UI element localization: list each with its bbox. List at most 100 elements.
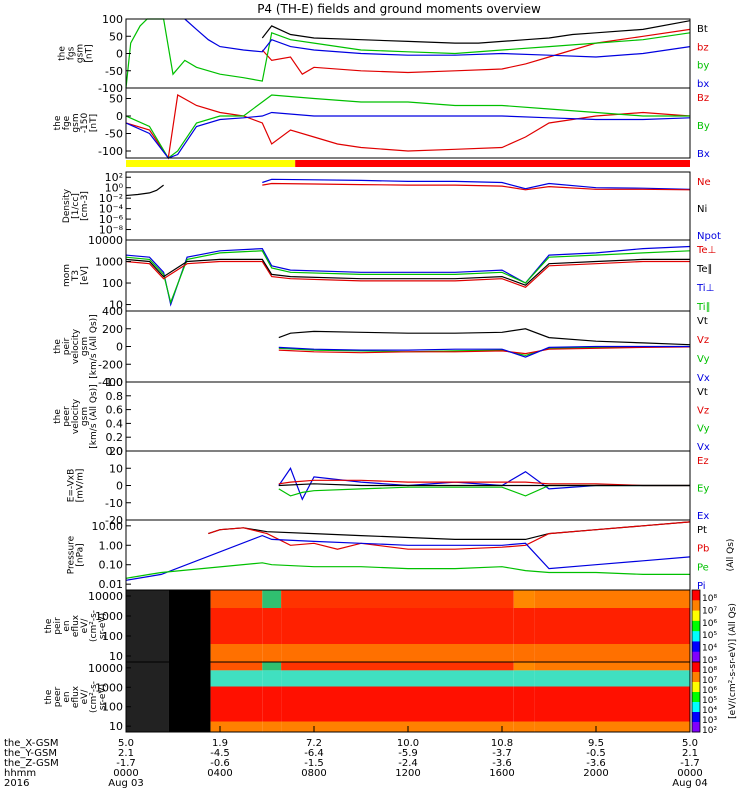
peir_velocity-series-Vt	[278, 328, 691, 346]
fgs-series-bx	[184, 18, 691, 58]
density-frame	[125, 171, 691, 241]
peer_spectrogram-colorbar-tick: 10⁴	[702, 706, 717, 716]
peer_velocity-ylabel-line: velocity	[71, 398, 81, 434]
peer_velocity-legend-Vt: Vt	[697, 387, 708, 398]
orbit-row-value: -0.5	[586, 748, 606, 759]
peir_spectrogram-block-3-0	[262, 590, 282, 608]
peir_spectrogram-block-6-2	[534, 644, 690, 662]
peir_spectrogram-colorbar-seg-0	[692, 590, 700, 601]
temperature-tick-label: 100	[102, 277, 123, 290]
pressure-ylabel-line: Pressure	[67, 535, 77, 574]
efield-tick-label: -10	[105, 497, 123, 510]
panel-fgs: Bt bz by bx 100 50 0 -50 -100 the fgs gsm [nT]	[58, 13, 710, 95]
peer_spectrogram-block-6-1	[534, 670, 690, 687]
peer_spectrogram-block-3-3	[262, 721, 282, 732]
pressure-legend-Pt: Pt	[697, 525, 707, 536]
orbit-row-value: Aug 04	[672, 778, 707, 789]
peir_spectrogram-tick-label: 10	[109, 650, 123, 663]
peir_spectrogram-block-4-0	[281, 590, 514, 608]
orbit-row-value: 10.8	[491, 738, 513, 749]
peer_spectrogram-colorbar-tick: 10³	[702, 716, 717, 726]
orbit-row-value: 0000	[113, 768, 138, 779]
orbit-row-value: 0800	[301, 768, 326, 779]
peer_spectrogram-ylabel-line: eV/	[80, 689, 90, 705]
pressure-side-label: (All Qs)	[726, 539, 736, 572]
pressure-legend-Pe: Pe	[697, 562, 709, 573]
orbit-row-value: -2.4	[398, 758, 418, 769]
pressure-ylabel: Pressure [nPa]	[67, 535, 86, 574]
peer_spectrogram-block-4-0	[281, 662, 514, 671]
temperature-ylabel-line: T3	[71, 270, 81, 282]
peir_spectrogram-block-1	[168, 590, 211, 662]
panel-efield: Ez Ey Ex 20 10 0 -10 -20 E=-VxB [mV/m]	[67, 445, 710, 527]
peir_spectrogram-colorbar-seg-4	[692, 631, 700, 642]
peir_spectrogram-block-6-0	[534, 590, 690, 608]
orbit-row-value: 0400	[207, 768, 232, 779]
fge-legend-By: By	[697, 121, 710, 132]
peer_spectrogram-colorbar-seg-3	[692, 692, 700, 703]
peer_velocity-legend-Vx: Vx	[697, 442, 710, 453]
efield-legend-Ey: Ey	[697, 484, 709, 495]
density-legend-Ni: Ni	[697, 204, 707, 215]
peer_spectrogram-tick-label: 10	[109, 720, 123, 733]
fge-ylabel: the fge gsm -150 [nT]	[53, 113, 99, 134]
peer_spectrogram-ylabel-line: eflux	[71, 685, 81, 708]
fgs-ylabel-line: the	[58, 46, 68, 61]
peir_velocity-ylabel-line: [km/s (All Qs)]	[89, 314, 99, 378]
peer_spectrogram-colorbar-seg-1	[692, 672, 700, 683]
peer_velocity-ylabel-line: the	[53, 409, 63, 424]
peer_spectrogram-colorbar-seg-6	[692, 722, 700, 733]
peir_velocity-legend-Vx: Vx	[697, 373, 710, 384]
peir_spectrogram-colorbar-seg-6	[692, 651, 700, 663]
fgs-legend-Bt: Bt	[697, 24, 708, 35]
peer_spectrogram-block-0	[126, 662, 169, 732]
fgs-tick-label: -100	[98, 82, 123, 95]
peir_velocity-tick-label: 0	[116, 341, 123, 354]
peir_spectrogram-ylabel-line: en	[62, 620, 72, 631]
pressure-series-Pe	[125, 562, 690, 579]
peer_spectrogram-block-2-3	[210, 721, 263, 732]
peer_spectrogram-tick-label: 100	[102, 701, 123, 714]
temperature-ylabel-line: mom	[62, 264, 72, 287]
mode-bar-red	[295, 160, 690, 167]
peer_spectrogram-block-5-1	[513, 670, 535, 687]
orbit-row-value: 7.2	[306, 738, 322, 749]
peer_spectrogram-colorbar-tick: 10⁸	[702, 666, 717, 676]
orbit-row-value: -3.7	[492, 748, 512, 759]
pressure-ylabel-line: [nPa]	[76, 543, 86, 566]
colorbar-label-text: [eV/(cm²-s-sr-eV)] (All Qs)	[728, 603, 738, 719]
pressure-tick-label: 0.10	[99, 559, 124, 572]
orbit-row-label-4: 2016	[4, 778, 29, 789]
pressure-side-label-text: (All Qs)	[726, 539, 736, 572]
peir_spectrogram-colorbar-tick: 10³	[702, 656, 717, 666]
panel-fge: Bz By Bx 50 0 -50 -100 the fge gsm -150 [nT]	[53, 87, 710, 160]
orbit-row-value: 9.5	[588, 738, 604, 749]
pressure-series-Pb	[208, 521, 691, 550]
temperature-tick-label: 10000	[88, 234, 123, 247]
pressure-series-Pi	[125, 534, 691, 581]
peer_spectrogram-ylabel-line: en	[62, 691, 72, 702]
pressure-tick-label: 10.00	[92, 520, 124, 533]
temperature-series-Te⊥	[125, 260, 690, 288]
peer_spectrogram-block-1	[168, 662, 211, 732]
fgs-tick-label: 0	[116, 48, 123, 61]
peir_spectrogram-ylabel: the peir en eflux eV/(cm²-s-sr-eV)	[44, 610, 108, 642]
peer_spectrogram-colorbar-seg-0	[692, 662, 700, 673]
peer_spectrogram-block-5-3	[513, 721, 535, 732]
orbit-row-value: 2000	[583, 768, 608, 779]
fge-tick-label: -100	[98, 145, 123, 158]
density-series-Ni	[125, 184, 164, 197]
density-ylabel-line: Density	[62, 188, 72, 223]
peer_velocity-legend-Vy: Vy	[697, 424, 710, 435]
peir_velocity-tick-label: 400	[102, 305, 123, 318]
peer_spectrogram-block-6-2	[534, 686, 690, 722]
peir_spectrogram-ylabel-line: eflux	[71, 614, 81, 637]
peer_spectrogram-block-4-3	[281, 721, 514, 732]
peer_velocity-tick-label: 0.8	[106, 390, 124, 403]
fge-series-Bx	[125, 111, 691, 159]
fgs-ylabel-line: [nT]	[85, 44, 95, 62]
peir_spectrogram-colorbar-tick: 10⁴	[702, 644, 717, 654]
